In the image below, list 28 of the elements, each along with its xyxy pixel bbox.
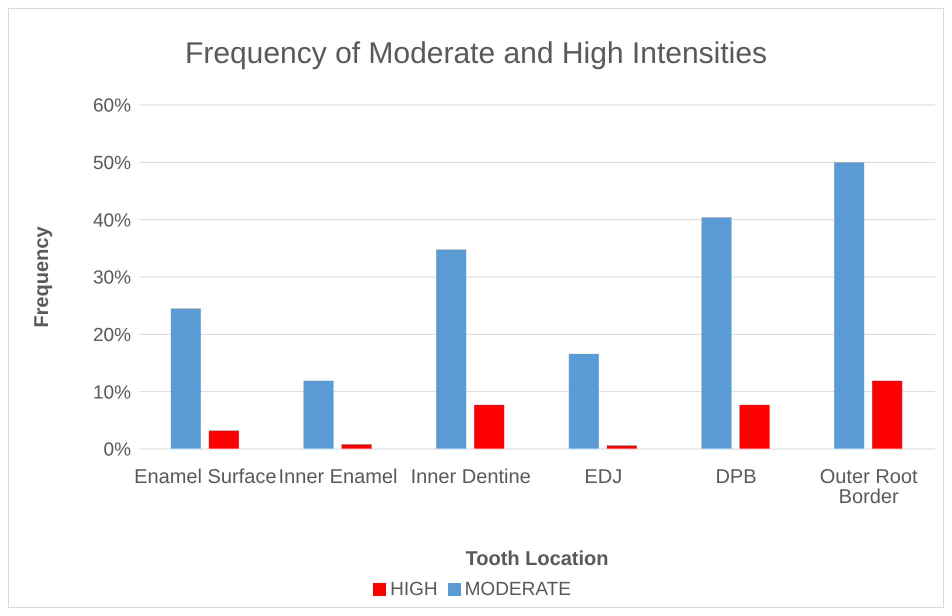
x-tick-label: Enamel Surface <box>134 466 276 488</box>
bar <box>208 430 239 449</box>
bar <box>170 308 201 449</box>
chart-title: Frequency of Moderate and High Intensities <box>184 36 768 72</box>
y-tick-label: 60% <box>92 96 132 117</box>
bar <box>834 162 864 449</box>
bar <box>872 380 902 449</box>
bar <box>304 380 334 449</box>
bar <box>702 217 732 449</box>
bar <box>436 249 466 449</box>
x-tick-label: Outer Root Border <box>820 466 918 508</box>
x-axis-title: Tooth Location <box>466 548 608 570</box>
y-tick-label: 10% <box>92 382 132 404</box>
bar <box>568 354 599 449</box>
x-tick-label: Inner Dentine <box>410 466 531 488</box>
x-tick-label: DPB <box>715 466 757 488</box>
y-tick-label: 50% <box>92 153 132 174</box>
x-tick-label: Inner Enamel <box>278 466 398 488</box>
y-tick-label: 40% <box>92 210 132 232</box>
y-tick-label: 20% <box>92 325 132 346</box>
x-tick-label: EDJ <box>584 466 622 488</box>
legend-label: HIGH <box>390 579 438 600</box>
y-tick-label: 0% <box>104 440 132 461</box>
legend-label: MODERATE <box>464 579 571 600</box>
bar <box>740 404 770 449</box>
bar <box>474 404 504 449</box>
y-tick-label: 30% <box>92 268 132 289</box>
y-axis-title: Frequency <box>31 226 54 328</box>
